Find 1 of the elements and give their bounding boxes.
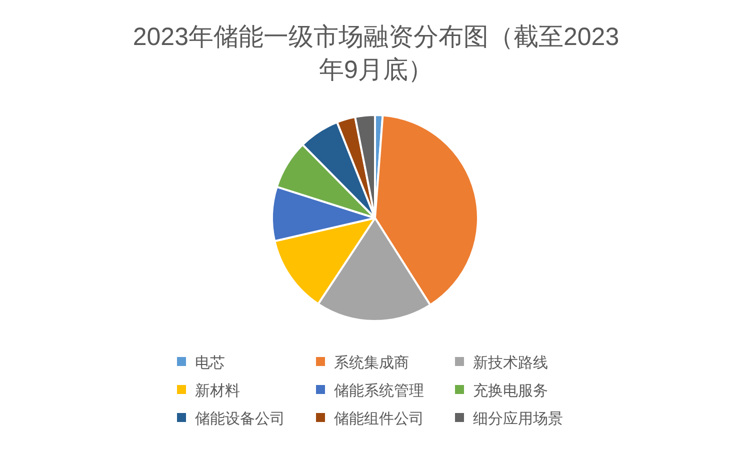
title: 2023年储能一级市场融资分布图（截至2023年9月底） xyxy=(132,23,620,84)
